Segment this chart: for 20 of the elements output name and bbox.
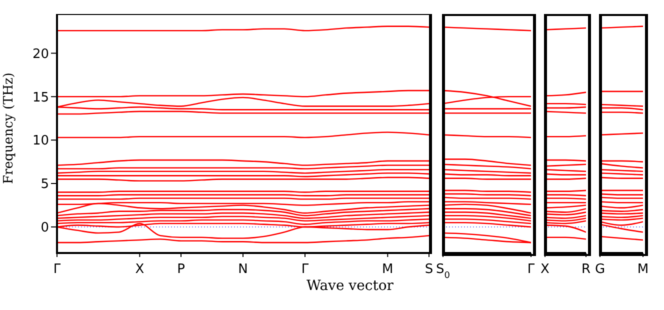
- x-tick-label: Γ: [301, 262, 310, 277]
- x-tick-label: M: [382, 262, 394, 277]
- x-tick-label: G: [594, 262, 606, 277]
- x-tick-label: X: [540, 262, 550, 277]
- x-tick-label: M: [637, 262, 649, 277]
- y-tick-label: 10: [32, 134, 49, 149]
- x-tick-label: P: [177, 262, 186, 277]
- x-tick-label: Γ: [527, 262, 536, 277]
- y-tick-label: 0: [40, 220, 49, 236]
- x-tick-label: S: [424, 262, 434, 277]
- x-tick-label: N: [238, 262, 248, 277]
- x-tick-label: S$_{0}$: [436, 262, 450, 281]
- x-tick-label: Γ: [53, 262, 62, 277]
- y-tick-label: 15: [32, 90, 49, 106]
- x-tick-label: X: [135, 262, 144, 277]
- x-axis-title: Wave vector: [306, 278, 394, 294]
- y-tick-label: 5: [40, 177, 49, 192]
- y-tick-label: 20: [32, 46, 49, 62]
- y-axis-title: Frequency (THz): [2, 72, 17, 184]
- x-tick-label: R: [581, 262, 591, 277]
